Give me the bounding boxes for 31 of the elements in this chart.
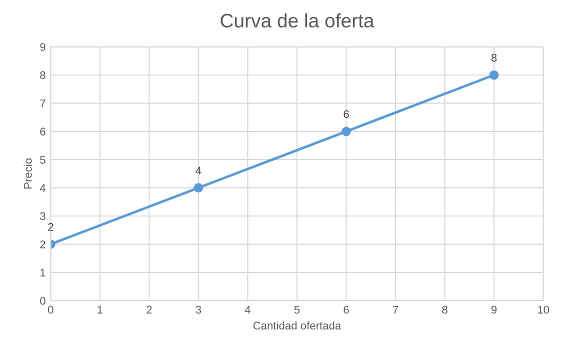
point [489,70,499,80]
y-tick-label: 1 [40,268,46,276]
y-tick-label: 5 [40,156,46,164]
x-tick-label: 2 [146,306,152,314]
y-tick-label: 8 [40,71,46,80]
x-tick-label: 5 [294,306,300,314]
data-label: 8 [491,54,497,62]
point [194,183,204,192]
x-tick-label: 7 [392,306,398,314]
x-axis-title: Cantidad ofertada [253,321,342,330]
x-tick-label: 10 [538,306,550,314]
y-tick-label: 9 [40,43,46,51]
y-tick-label: 6 [40,128,46,136]
y-tick-label: 3 [40,212,46,220]
data-label: 2 [48,223,54,231]
x-tick-label: 9 [491,306,497,314]
y-tick-label: 7 [40,100,46,108]
chart-title: Curva de la oferta [220,13,374,28]
y-tick-label: 0 [40,296,46,305]
y-axis-title: Precio [24,158,32,189]
x-tick-label: 4 [244,306,250,314]
x-tick-label: 6 [344,306,349,314]
data-label: 4 [196,166,202,174]
data-label: 6 [344,110,349,118]
y-tick-label: 4 [40,184,46,192]
y-tick-label: 2 [40,240,46,248]
x-tick-label: 0 [48,306,54,314]
point [342,126,351,136]
x-tick-label: 1 [98,306,102,314]
x-tick-label: 8 [442,306,448,314]
x-tick-label: 3 [196,306,202,314]
